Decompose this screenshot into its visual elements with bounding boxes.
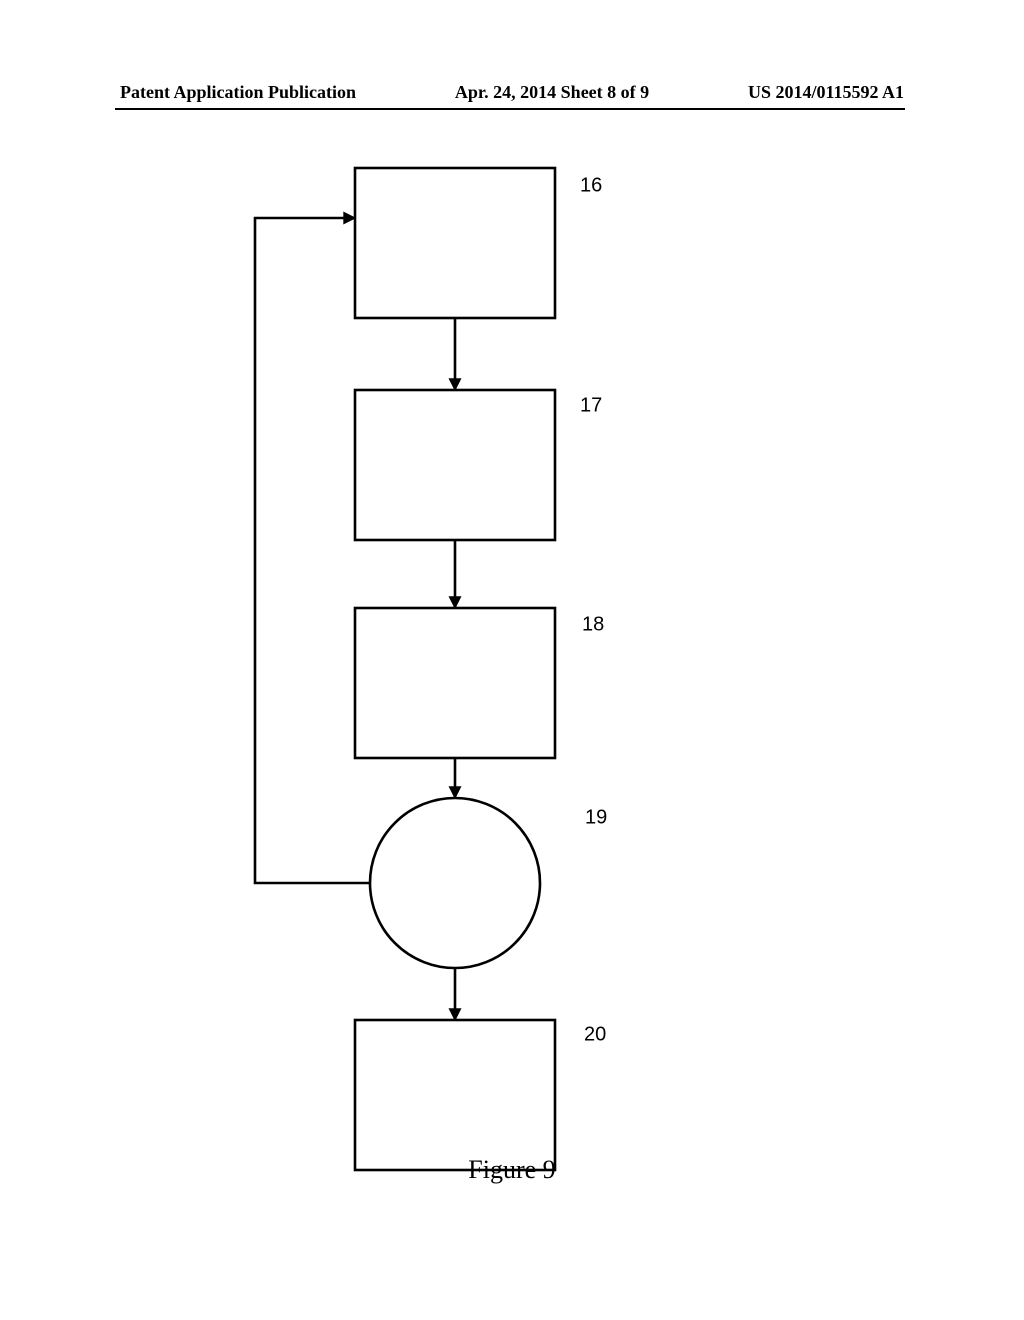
node-label-n16: 16 [580, 175, 602, 197]
edge-n19-n16 [255, 218, 370, 883]
patent-page: Patent Application Publication Apr. 24, … [0, 0, 1024, 1320]
node-n19 [370, 798, 540, 968]
flowchart: 16 17 18 19 20 [0, 0, 1024, 1320]
header-left: Patent Application Publication [120, 82, 356, 103]
node-label-n20: 20 [584, 1024, 606, 1046]
header-rule [115, 108, 905, 110]
node-label-n18: 18 [582, 614, 604, 636]
node-n18 [355, 608, 555, 758]
node-n20 [355, 1020, 555, 1170]
node-n17 [355, 390, 555, 540]
page-header: Patent Application Publication Apr. 24, … [0, 82, 1024, 103]
node-label-n17: 17 [580, 395, 602, 417]
header-right: US 2014/0115592 A1 [748, 82, 904, 103]
node-n16 [355, 168, 555, 318]
header-center: Apr. 24, 2014 Sheet 8 of 9 [455, 82, 649, 103]
figure-caption: Figure 9 [0, 1155, 1024, 1185]
node-label-n19: 19 [585, 807, 607, 829]
